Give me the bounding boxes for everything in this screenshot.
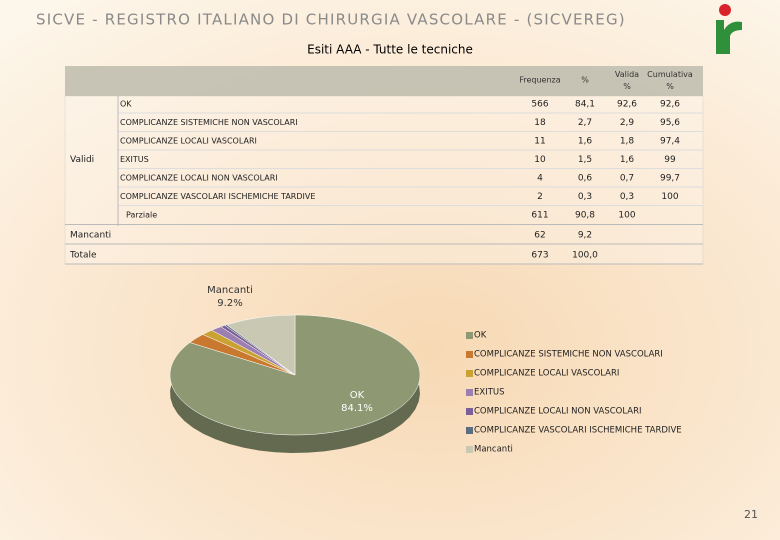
table-cell: 99,7 <box>660 174 680 184</box>
table-cell: 1,6 <box>578 137 593 147</box>
legend-swatch <box>466 370 473 377</box>
table-cell: 10 <box>534 155 546 165</box>
table-cell: 4 <box>537 174 543 184</box>
data-label: 9.2% <box>217 298 242 309</box>
legend-swatch <box>466 446 473 453</box>
table-cell: 611 <box>531 211 548 221</box>
legend-swatch <box>466 351 473 358</box>
legend-swatch <box>466 408 473 415</box>
table-cell: 84,1 <box>575 100 595 110</box>
table-title: Esiti AAA - Tutte le tecniche <box>307 43 473 57</box>
column-header-line: % <box>666 82 674 91</box>
row-label: COMPLICANZE VASCOLARI ISCHEMICHE TARDIVE <box>120 192 315 201</box>
table-cell: 100 <box>618 211 635 221</box>
table-cell: 566 <box>531 100 548 110</box>
table-cell: 1,8 <box>620 137 635 147</box>
data-label-name: OK <box>350 390 365 401</box>
page-number: 21 <box>744 508 758 521</box>
slide-title: SICVE - REGISTRO ITALIANO DI CHIRURGIA V… <box>36 11 626 29</box>
group-label: Totale <box>69 251 97 261</box>
legend-swatch <box>466 389 473 396</box>
group-label: Validi <box>70 155 94 165</box>
column-header: Cumulativa% <box>647 70 693 91</box>
legend-label: COMPLICANZE LOCALI NON VASCOLARI <box>474 407 642 417</box>
legend-label: COMPLICANZE LOCALI VASCOLARI <box>474 369 619 379</box>
table-cell: 100,0 <box>572 251 598 261</box>
table-cell: 0,7 <box>620 174 634 184</box>
column-header-line: Valida <box>615 70 639 79</box>
legend-label: COMPLICANZE VASCOLARI ISCHEMICHE TARDIVE <box>474 426 682 436</box>
table-cell: 1,6 <box>620 155 635 165</box>
table-cell: 95,6 <box>660 118 680 128</box>
data-label: 84.1% <box>341 403 373 414</box>
legend-label: OK <box>474 331 487 341</box>
table-cell: 9,2 <box>578 231 592 241</box>
table-cell: 0,3 <box>578 192 592 202</box>
table-cell: 2 <box>537 192 543 202</box>
table-cell: 673 <box>531 251 548 261</box>
legend-swatch <box>466 427 473 434</box>
column-header: Frequenza <box>519 76 560 85</box>
table-cell: 11 <box>534 137 545 147</box>
table-header <box>65 66 703 96</box>
row-label: COMPLICANZE SISTEMICHE NON VASCOLARI <box>120 118 298 127</box>
legend-label: EXITUS <box>474 388 505 398</box>
column-header: Valida% <box>615 70 639 91</box>
row-label: OK <box>120 100 132 109</box>
table-cell: 1,5 <box>578 155 592 165</box>
table-cell: 90,8 <box>575 211 595 221</box>
row-label: COMPLICANZE LOCALI VASCOLARI <box>120 137 257 146</box>
column-header-line: Cumulativa <box>647 70 693 79</box>
row-label: COMPLICANZE LOCALI NON VASCOLARI <box>120 174 278 183</box>
table-cell: 18 <box>534 118 546 128</box>
table-cell: 92,6 <box>617 100 637 110</box>
group-label: Mancanti <box>70 231 111 241</box>
pie-slice <box>226 314 296 376</box>
logo <box>716 4 742 54</box>
column-header-line: % <box>623 82 631 91</box>
table-cell: 2,7 <box>578 118 592 128</box>
table-cell: 0,6 <box>578 174 593 184</box>
table-cell: 100 <box>661 192 678 202</box>
column-header: % <box>581 76 589 85</box>
table-body <box>64 95 704 265</box>
data-label-name: Mancanti <box>207 285 253 296</box>
table-cell: 97,4 <box>660 137 680 147</box>
table-cell: 99 <box>664 155 676 165</box>
table-cell: 0,3 <box>620 192 634 202</box>
legend-label: COMPLICANZE SISTEMICHE NON VASCOLARI <box>474 350 663 360</box>
table-cell: 2,9 <box>620 118 635 128</box>
row-label: Parziale <box>126 211 157 220</box>
table-cell: 62 <box>534 231 545 241</box>
row-label: EXITUS <box>120 155 149 164</box>
legend-label: Mancanti <box>474 445 513 455</box>
table-cell: 92,6 <box>660 100 680 110</box>
legend-swatch <box>466 332 473 339</box>
